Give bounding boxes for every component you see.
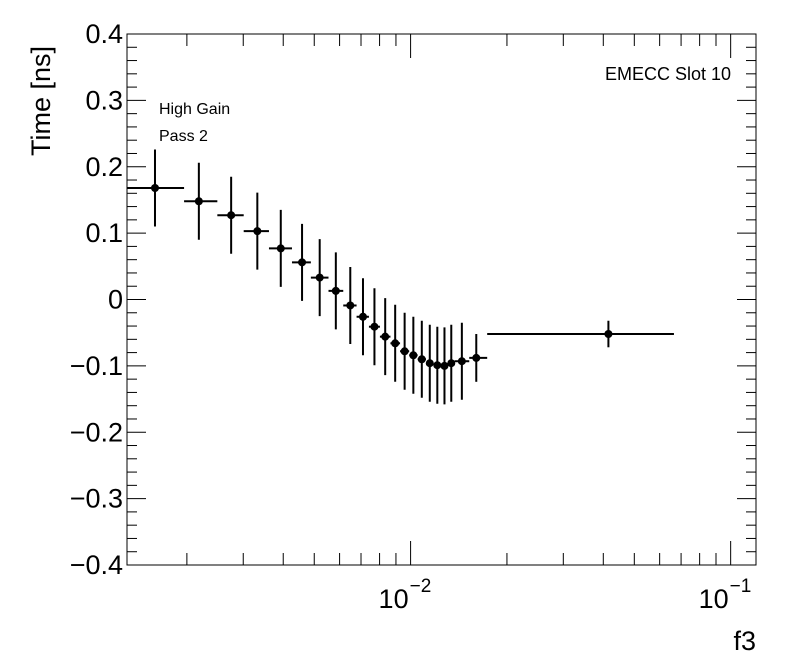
data-point (368, 288, 380, 366)
x-axis-title: f3 (733, 626, 756, 656)
data-marker (276, 244, 285, 253)
data-point (268, 209, 292, 287)
x-tick-label-base: 10 (699, 584, 729, 614)
data-marker (472, 353, 481, 362)
data-point (243, 192, 269, 270)
x-tick-label: 10 −2 (379, 576, 432, 614)
data-marker (298, 258, 307, 267)
data-marker (253, 227, 262, 236)
y-tick-label: 0.2 (85, 152, 123, 182)
annotation-slot: EMECC Slot 10 (605, 64, 731, 84)
data-marker (370, 322, 379, 331)
x-tick-label: 10 −1 (699, 576, 752, 614)
y-tick-label: −0.1 (70, 351, 123, 381)
data-point (469, 334, 488, 382)
x-tick-label-exponent: −2 (410, 576, 432, 597)
data-point (217, 176, 244, 254)
data-point (409, 316, 418, 394)
annotation-high-gain: High Gain (159, 101, 230, 118)
data-marker (447, 359, 456, 368)
data-point (291, 223, 311, 301)
data-marker (150, 183, 159, 192)
y-tick-label: 0.1 (85, 218, 123, 248)
data-marker (391, 339, 400, 348)
data-marker (331, 286, 340, 295)
data-marker (315, 273, 324, 282)
data-point (343, 266, 357, 344)
data-marker (417, 355, 426, 364)
data-marker (433, 361, 442, 370)
x-tick-label-exponent: −1 (730, 576, 752, 597)
data-marker (457, 357, 466, 366)
data-marker (400, 347, 409, 356)
y-tick-label: −0.2 (70, 417, 123, 447)
x-axis-ticks (186, 34, 732, 565)
data-series (127, 149, 674, 405)
data-point (425, 324, 434, 402)
data-point (417, 320, 426, 398)
data-marker (194, 197, 203, 206)
data-point (356, 278, 369, 356)
data-marker (358, 312, 367, 321)
data-marker (346, 301, 355, 310)
data-point (440, 327, 449, 405)
data-point (127, 149, 185, 227)
y-axis-title: Time [ns] (26, 46, 56, 156)
data-point (400, 312, 410, 390)
data-marker (604, 330, 613, 339)
data-point (487, 320, 674, 348)
data-marker (425, 359, 434, 368)
y-tick-label: 0.3 (85, 85, 123, 115)
data-marker (227, 211, 236, 220)
data-point (447, 324, 456, 402)
data-marker (381, 332, 390, 341)
plot-frame (126, 33, 757, 566)
y-tick-label: −0.3 (70, 484, 123, 514)
y-tick-labels: 0.4 0.3 0.2 0.1 0 −0.1 −0.2 −0.3 −0.4 (70, 19, 123, 580)
data-marker (440, 361, 449, 370)
y-tick-label: 0 (108, 285, 123, 315)
data-point (310, 239, 329, 317)
data-marker (409, 351, 418, 360)
y-tick-label: 0.4 (85, 19, 123, 49)
data-point (328, 252, 344, 330)
x-tick-labels: 10 −2 10 −1 (379, 576, 752, 614)
data-point (379, 298, 391, 376)
x-tick-label-base: 10 (379, 584, 409, 614)
y-tick-label: −0.4 (70, 550, 123, 580)
data-point (184, 162, 218, 240)
data-point (433, 326, 442, 404)
annotation-pass: Pass 2 (159, 128, 208, 145)
data-point (390, 304, 401, 382)
data-point (454, 322, 470, 400)
